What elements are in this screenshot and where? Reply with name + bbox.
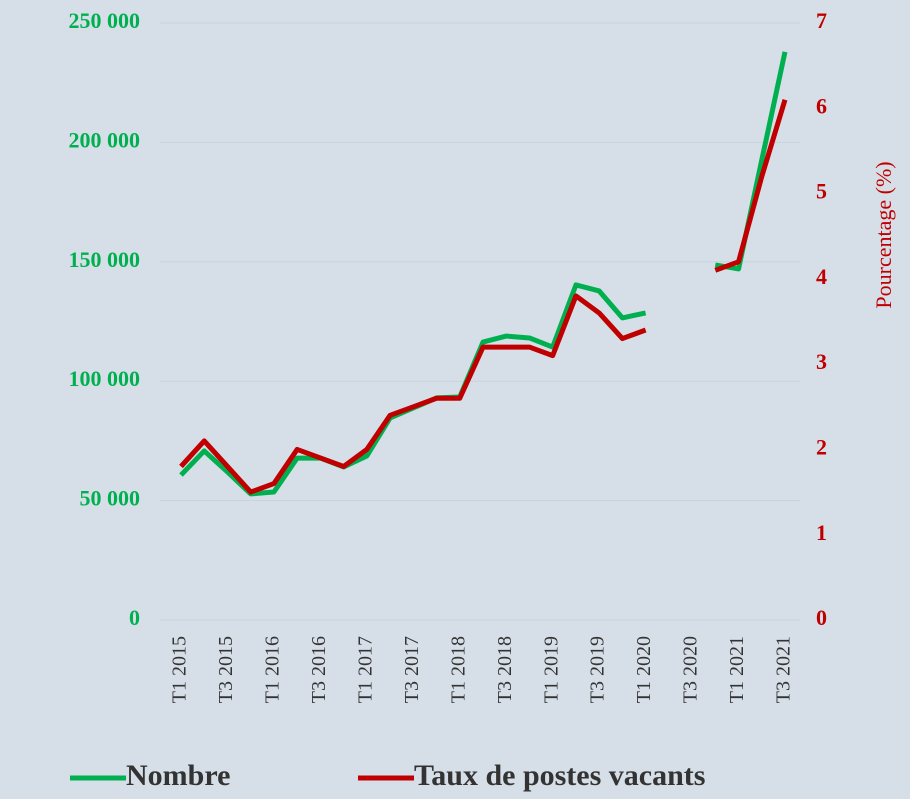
x-tick-label: T3 2019 [587, 636, 609, 703]
x-tick-label: T1 2018 [447, 636, 469, 703]
y-tick-label: 200 000 [69, 127, 141, 152]
y-tick-label: 250 000 [69, 8, 141, 33]
x-tick-label: T1 2015 [169, 636, 191, 703]
y2-tick-label: 5 [816, 179, 827, 204]
y-tick-label: 100 000 [69, 366, 141, 391]
y2-tick-label: 2 [816, 434, 827, 459]
series-line [179, 51, 788, 497]
y2-axis-title: Pourcentage (%) [871, 161, 896, 308]
y2-tick-label: 3 [816, 349, 827, 374]
legend-label: Nombre [126, 759, 230, 792]
x-tick-label: T3 2016 [308, 636, 330, 703]
y2-tick-label: 1 [816, 520, 827, 545]
legend-label: Taux de postes vacants [414, 759, 705, 792]
x-tick-label: T3 2018 [494, 636, 516, 703]
series-line [179, 99, 788, 495]
x-tick-label: T1 2017 [354, 636, 376, 703]
y-tick-label: 150 000 [69, 247, 141, 272]
x-tick-label: T3 2020 [680, 636, 702, 703]
x-tick-label: T1 2016 [262, 636, 284, 703]
y2-tick-label: 7 [816, 8, 827, 33]
x-tick-label: T1 2019 [540, 636, 562, 703]
y2-tick-label: 6 [816, 93, 827, 118]
y-tick-label: 0 [129, 605, 140, 630]
y2-tick-label: 0 [816, 605, 827, 630]
x-tick-label: T3 2021 [773, 636, 795, 703]
x-tick-label: T1 2020 [633, 636, 655, 703]
y2-tick-label: 4 [816, 264, 827, 289]
x-tick-label: T3 2017 [401, 636, 423, 703]
y-tick-label: 50 000 [80, 486, 141, 511]
x-tick-label: T1 2021 [726, 636, 748, 703]
x-tick-label: T3 2015 [215, 636, 237, 703]
